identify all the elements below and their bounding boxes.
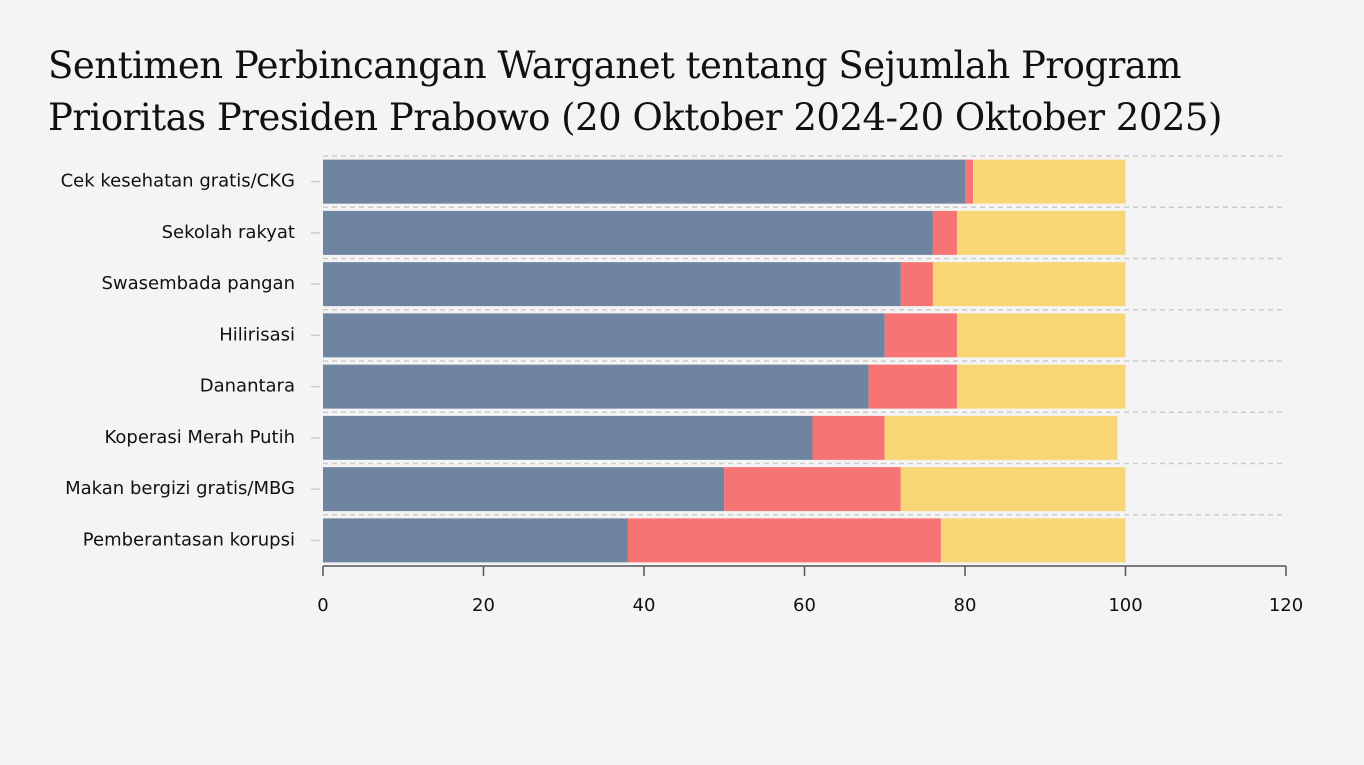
bar-segment [973,159,1126,204]
bar-segment [323,159,965,204]
bar-segment [323,467,725,512]
bar-segment [900,467,1126,512]
bar-segment [956,210,1126,255]
x-tick-label: 100 [1108,595,1142,616]
bar-segment [956,364,1126,409]
y-tick-label: Pemberantasan korupsi [83,529,295,550]
bar-segment [884,415,1118,460]
bar-segment [900,262,933,307]
bar-segment [884,313,957,358]
y-tick-label: Cek kesehatan gratis/CKG [61,171,295,192]
bar-segment [323,364,869,409]
x-tick-label: 40 [633,595,656,616]
y-tick-label: Koperasi Merah Putih [104,427,295,448]
bar-segment [868,364,957,409]
y-tick-label: Hilirisasi [219,324,295,345]
bar-segment [627,518,941,563]
bar-segment [932,262,1126,307]
bar-segment [323,415,813,460]
bar-segment [724,467,901,512]
x-tick-label: 0 [317,595,328,616]
bar-segment [812,415,885,460]
y-tick-label: Makan bergizi gratis/MBG [65,478,295,499]
bar-segment [323,210,933,255]
bar-segment [932,210,957,255]
x-tick-label: 80 [954,595,977,616]
bar-segment [323,313,885,358]
bar-segment [323,518,628,563]
bar-segment [940,518,1126,563]
chart-title: Sentimen Perbincangan Warganet tentang S… [48,44,1222,139]
y-tick-label: Swasembada pangan [101,273,295,294]
bar-segment [323,262,901,307]
x-tick-label: 120 [1269,595,1303,616]
bar-segment [965,159,974,204]
bar-segment [956,313,1126,358]
y-tick-label: Sekolah rakyat [162,222,295,243]
x-tick-label: 60 [793,595,816,616]
x-tick-label: 20 [472,595,495,616]
y-tick-label: Danantara [200,376,295,397]
